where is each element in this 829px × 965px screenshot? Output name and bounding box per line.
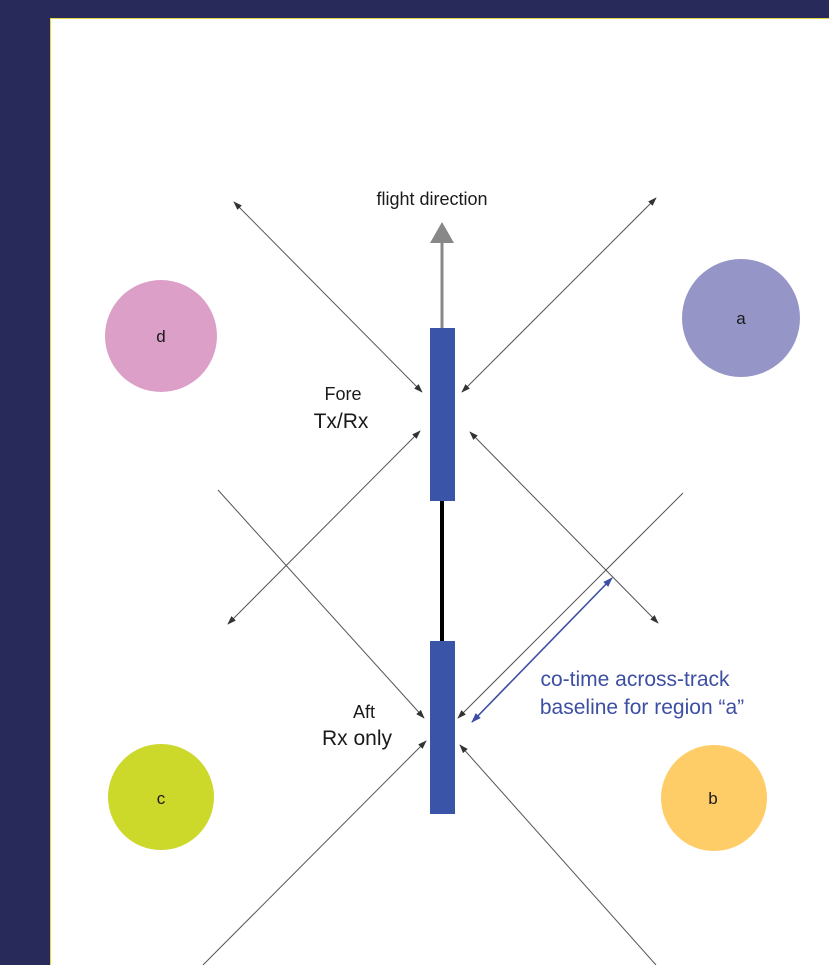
region-a-circle [682, 259, 800, 377]
flight-direction-arrow [430, 222, 454, 330]
region-b-circle [661, 745, 767, 851]
aft-mode-label: Rx only [322, 727, 393, 750]
aft-path-d [217, 489, 425, 719]
baseline-label-line1: co-time across-track [540, 668, 730, 691]
fore-mode-label: Tx/Rx [314, 410, 369, 433]
fore-beam-a [461, 197, 657, 393]
region-b: b [661, 745, 767, 851]
region-d-circle [105, 280, 217, 392]
region-d-label: d [156, 327, 165, 346]
baseline-arrow [471, 577, 613, 723]
fore-beam-d [233, 201, 423, 393]
region-c-label: c [157, 789, 166, 808]
aft-label: Aft [353, 702, 375, 722]
region-a-label: a [736, 309, 746, 328]
region-d: d [105, 280, 217, 392]
fore-beams [227, 197, 659, 625]
aft-path-c [202, 740, 427, 965]
region-b-label: b [708, 789, 717, 808]
flight-direction-label: flight direction [376, 189, 487, 209]
aft-antenna [430, 641, 455, 814]
aft-path-b [459, 744, 657, 965]
fore-label: Fore [324, 384, 361, 404]
region-c: c [108, 744, 214, 850]
fore-beam-c [227, 430, 421, 625]
region-c-circle [108, 744, 214, 850]
region-a: a [682, 259, 800, 377]
fore-antenna [430, 328, 455, 501]
baseline-label-line2: baseline for region “a” [540, 696, 744, 719]
fore-beam-b [469, 431, 659, 624]
